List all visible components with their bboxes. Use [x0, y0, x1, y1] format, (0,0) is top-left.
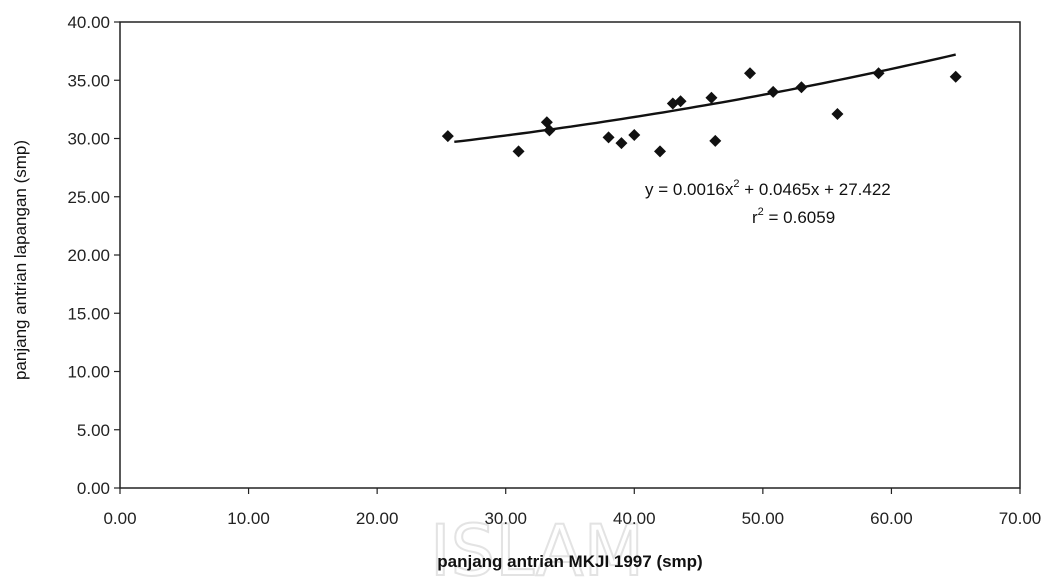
x-axis-label: panjang antrian MKJI 1997 (smp) — [437, 552, 702, 571]
y-tick-label: 30.00 — [67, 130, 110, 149]
data-point — [949, 70, 962, 83]
data-point — [543, 124, 556, 137]
data-point — [674, 95, 687, 108]
r-squared-label: r2 = 0.6059 — [752, 206, 835, 227]
data-point — [602, 131, 615, 144]
x-tick-label: 60.00 — [870, 509, 913, 528]
x-axis-ticks: 0.00 10.00 20.00 30.00 40.00 50.00 60.00 70.00 — [103, 488, 1041, 528]
y-tick-label: 10.00 — [67, 363, 110, 382]
y-tick-label: 25.00 — [67, 188, 110, 207]
data-point — [767, 85, 780, 98]
data-point — [795, 81, 808, 94]
x-tick-label: 0.00 — [103, 509, 136, 528]
y-tick-label: 0.00 — [77, 479, 110, 498]
trendline — [454, 53, 956, 143]
y-tick-label: 35.00 — [67, 71, 110, 90]
y-tick-label: 5.00 — [77, 421, 110, 440]
data-point — [654, 145, 666, 158]
x-tick-label: 40.00 — [613, 509, 656, 528]
data-point — [744, 67, 756, 80]
data-points — [441, 67, 962, 158]
data-point — [615, 137, 628, 150]
plot-area — [119, 21, 1021, 489]
data-point — [831, 108, 844, 121]
data-point — [628, 129, 641, 142]
data-point — [512, 145, 525, 158]
y-tick-label: 40.00 — [67, 13, 110, 32]
trendline-equation: y = 0.0016x2 + 0.0465x + 27.422 — [645, 178, 891, 199]
x-tick-label: 50.00 — [742, 509, 785, 528]
x-tick-label: 20.00 — [356, 509, 399, 528]
data-point — [441, 130, 454, 143]
y-tick-label: 20.00 — [67, 246, 110, 265]
x-tick-label: 30.00 — [484, 509, 527, 528]
data-point — [705, 91, 718, 104]
watermark-text: ISLAM — [430, 510, 644, 584]
y-axis-label: panjang antrian lapangan (smp) — [11, 140, 30, 380]
y-axis-ticks: 0.00 5.00 10.00 15.00 20.00 25.00 30.00 35.00 40… — [67, 13, 120, 498]
data-point — [872, 67, 885, 80]
data-point — [709, 134, 722, 147]
y-tick-label: 15.00 — [67, 304, 110, 323]
x-tick-label: 10.00 — [227, 509, 270, 528]
x-tick-label: 70.00 — [999, 509, 1042, 528]
